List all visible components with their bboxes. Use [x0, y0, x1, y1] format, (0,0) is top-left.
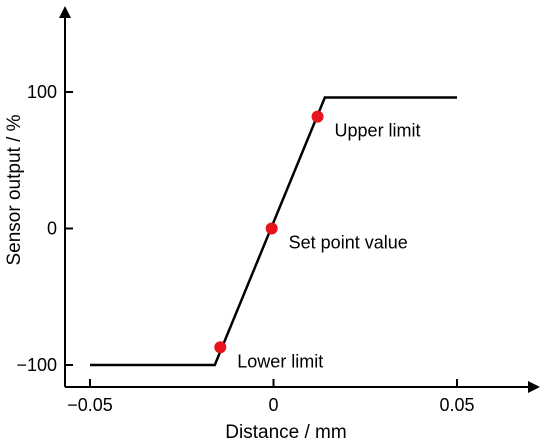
y-tick-label: −100	[16, 355, 57, 375]
y-tick-label: 0	[47, 219, 57, 239]
points-layer: Upper limit Set point value Lower limit	[214, 110, 421, 371]
y-tick-label: 100	[27, 82, 57, 102]
data-point	[311, 110, 324, 123]
x-tick-label: −0.05	[67, 395, 113, 415]
data-point	[265, 222, 278, 235]
x-tick-label: 0.05	[439, 395, 474, 415]
data-point-label: Lower limit	[237, 351, 323, 371]
data-point	[214, 341, 227, 354]
y-axis-title: Sensor output / %	[4, 114, 25, 265]
data-point-label: Upper limit	[335, 121, 421, 141]
x-axis-title: Distance / mm	[225, 422, 346, 443]
x-ticks: −0.05 0 0.05	[67, 379, 475, 415]
y-ticks: −100 0 100	[16, 82, 73, 375]
x-tick-label: 0	[268, 395, 278, 415]
data-point-label: Set point value	[289, 233, 408, 253]
